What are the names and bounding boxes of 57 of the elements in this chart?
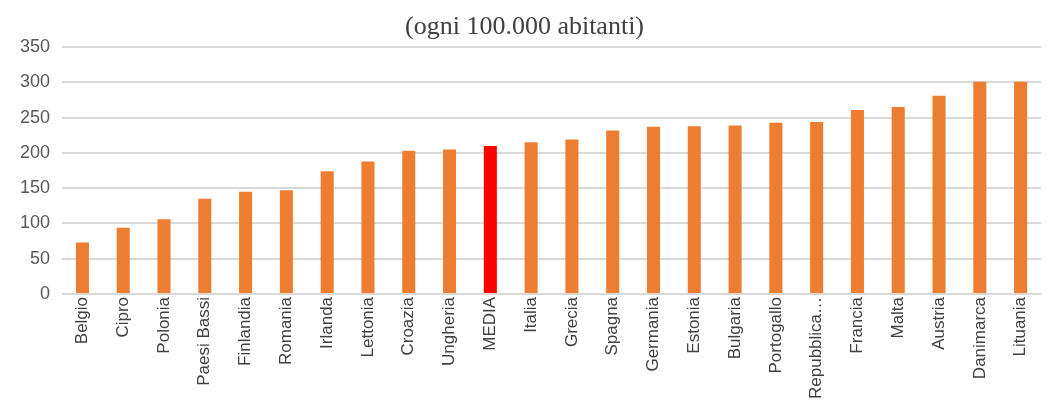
bar: [524, 142, 538, 293]
bar: [687, 126, 701, 293]
x-tick-label: Belgio: [72, 296, 92, 345]
x-tick-label: Grecia: [561, 296, 581, 348]
bar: [891, 107, 905, 293]
y-tick-label: 300: [19, 71, 51, 92]
y-tick-label: 250: [19, 106, 51, 127]
bar: [75, 242, 89, 293]
x-tick-label: Finlandia: [235, 296, 255, 366]
x-tick-label: Ungheria: [439, 296, 459, 366]
x-tick-label: Paesi Bassi: [194, 296, 214, 386]
bar: [810, 121, 824, 293]
bar: [606, 130, 620, 293]
x-tick-label: MEDIA: [480, 296, 500, 351]
bar: [850, 109, 864, 293]
y-tick-label: 150: [19, 177, 51, 198]
bar: [157, 219, 171, 293]
bar: [443, 149, 457, 293]
y-tick-label: 0: [40, 282, 51, 303]
x-tick-label: Austria: [928, 296, 948, 350]
y-tick-label: 200: [19, 141, 51, 162]
bar: [1014, 81, 1028, 293]
x-tick-label: Croazia: [398, 296, 418, 356]
x-tick-label: Polonia: [153, 296, 173, 354]
bar: [483, 145, 497, 293]
bar: [728, 125, 742, 293]
chart-title: (ogni 100.000 abitanti): [404, 11, 645, 41]
bar: [402, 150, 416, 293]
y-tick-label: 350: [19, 36, 51, 57]
x-tick-label: Lituania: [1010, 296, 1030, 357]
x-tick-label: Estonia: [683, 296, 703, 354]
bar: [198, 198, 212, 293]
bar: [239, 191, 253, 293]
bar: [973, 81, 987, 293]
x-tick-label: Lettonia: [357, 296, 377, 358]
x-tick-label: Irlanda: [316, 296, 336, 349]
y-tick-label: 50: [30, 247, 51, 268]
x-tick-label: Spagna: [602, 296, 622, 356]
bar: [320, 171, 334, 293]
bar: [361, 161, 375, 293]
bar: [116, 227, 130, 293]
x-tick-label: Romania: [276, 296, 296, 365]
bar: [279, 190, 293, 293]
x-tick-label: Danimarca: [969, 296, 989, 380]
bar: [646, 126, 661, 293]
x-tick-label: Italia: [520, 296, 540, 333]
x-tick-label: Francia: [847, 296, 867, 354]
x-tick-label: Repubblica…: [806, 296, 826, 399]
x-tick-label: Germania: [643, 296, 663, 372]
bar: [565, 139, 579, 293]
x-tick-label: Portogallo: [765, 296, 785, 374]
y-tick-label: 100: [19, 212, 51, 233]
x-tick-label: Bulgaria: [724, 296, 744, 360]
x-tick-label: Cipro: [112, 296, 132, 338]
x-tick-label: Malta: [887, 296, 907, 339]
bar: [769, 122, 783, 293]
bar: [932, 95, 946, 293]
